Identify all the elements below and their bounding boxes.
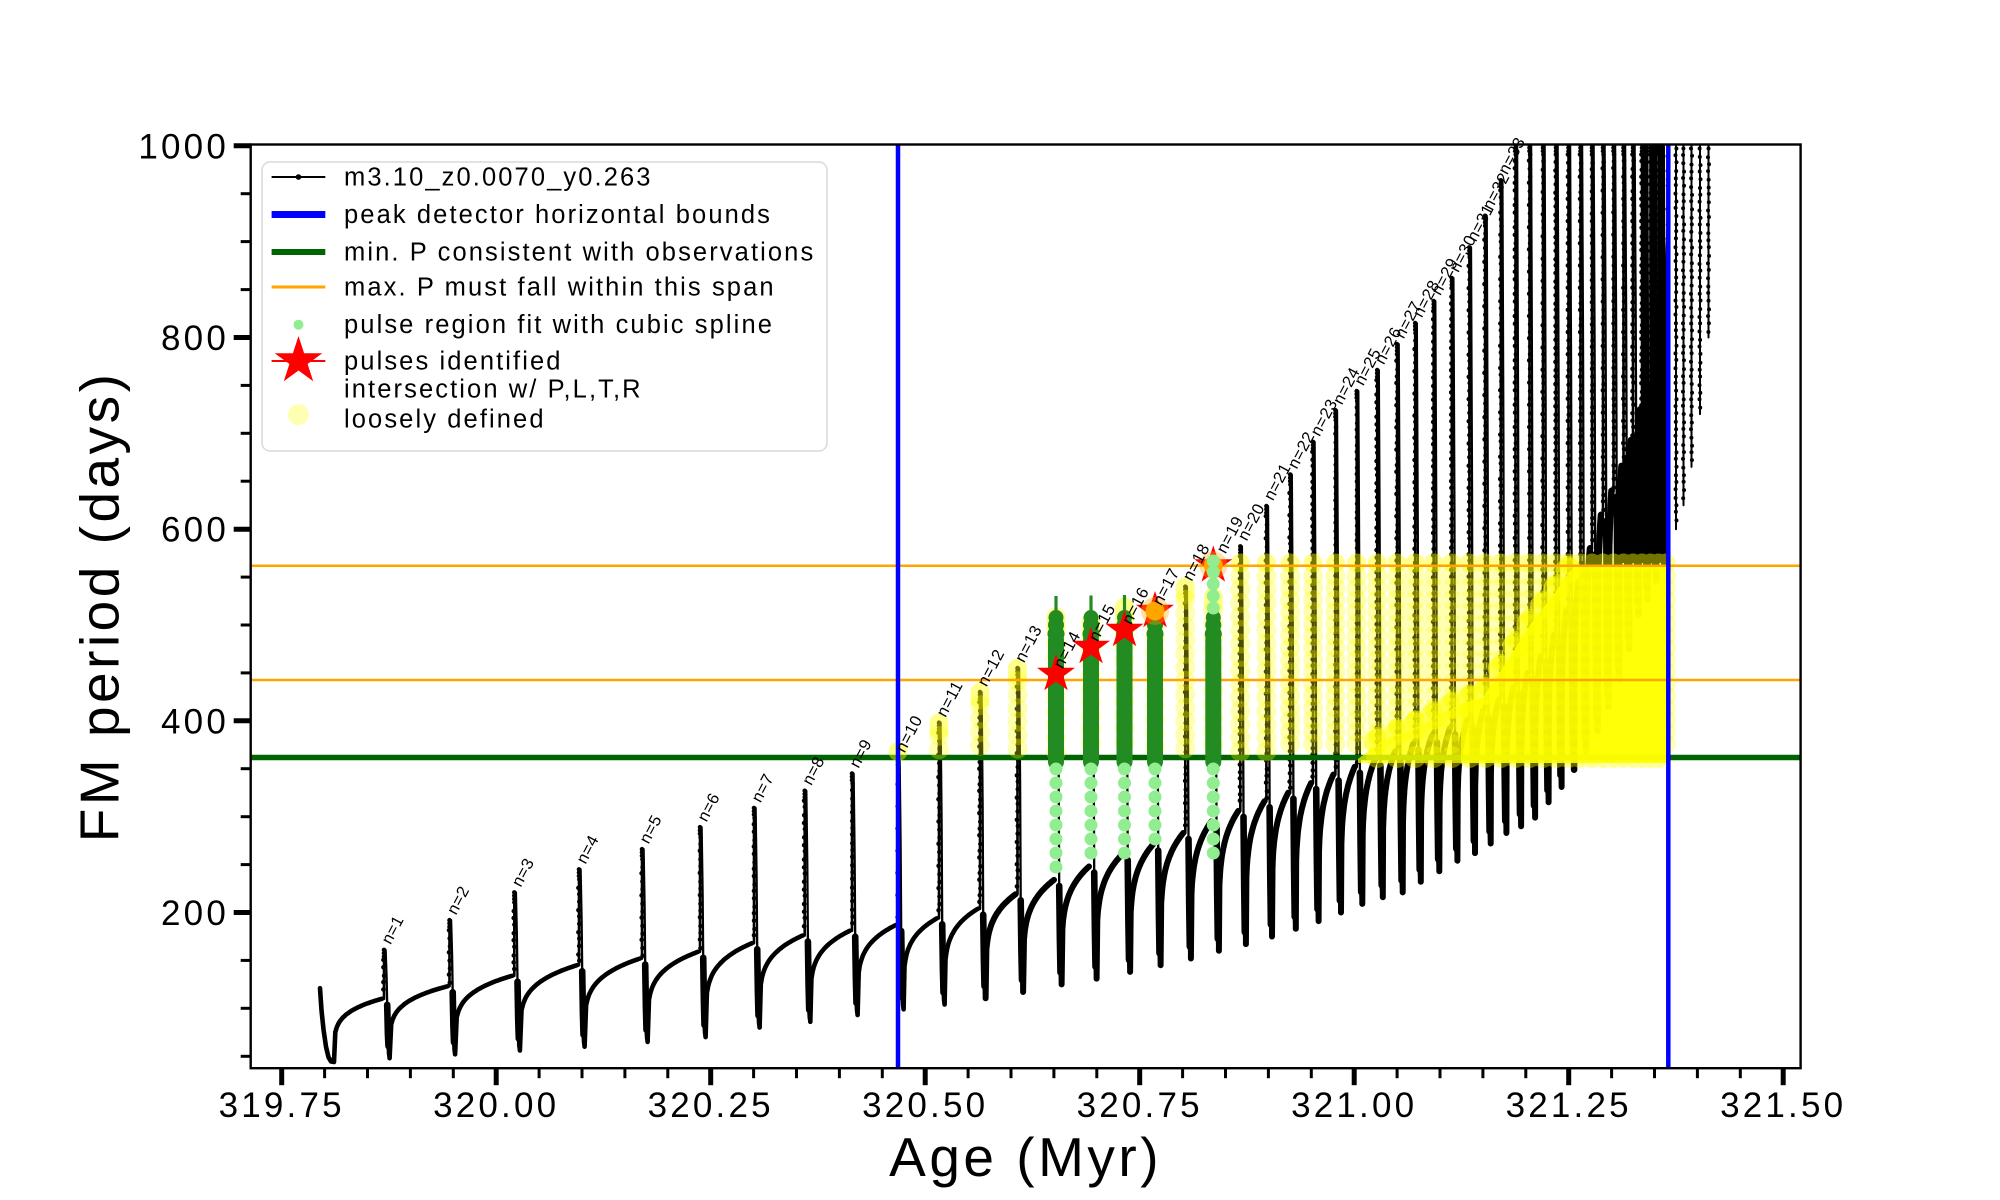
svg-text:321.50: 321.50 [1720,1086,1846,1125]
svg-text:min. P consistent with observa: min. P consistent with observations [344,239,815,267]
svg-text:800: 800 [161,319,229,358]
svg-text:600: 600 [161,511,229,550]
svg-text:Age (Myr): Age (Myr) [889,1126,1162,1188]
svg-text:320.25: 320.25 [648,1086,774,1125]
svg-text:1000: 1000 [138,127,229,166]
svg-text:loosely defined: loosely defined [344,406,546,434]
svg-text:321.00: 321.00 [1291,1086,1417,1125]
svg-text:pulse region fit with cubic sp: pulse region fit with cubic spline [344,311,774,339]
svg-text:200: 200 [161,894,229,933]
svg-text:320.00: 320.00 [433,1086,559,1125]
svg-text:320.50: 320.50 [862,1086,988,1125]
svg-text:max. P must fall within this s: max. P must fall within this span [344,274,776,302]
svg-text:m3.10_z0.0070_y0.263: m3.10_z0.0070_y0.263 [344,164,653,192]
svg-text:321.25: 321.25 [1506,1086,1632,1125]
svg-text:320.75: 320.75 [1077,1086,1203,1125]
svg-text:400: 400 [161,702,229,741]
svg-text:pulses identified: pulses identified [344,348,563,376]
svg-text:FM period (days): FM period (days) [69,371,131,843]
svg-text:peak detector horizontal bound: peak detector horizontal bounds [344,201,772,229]
svg-text:319.75: 319.75 [219,1086,345,1125]
svg-text:intersection w/ P,L,T,R: intersection w/ P,L,T,R [344,376,643,404]
